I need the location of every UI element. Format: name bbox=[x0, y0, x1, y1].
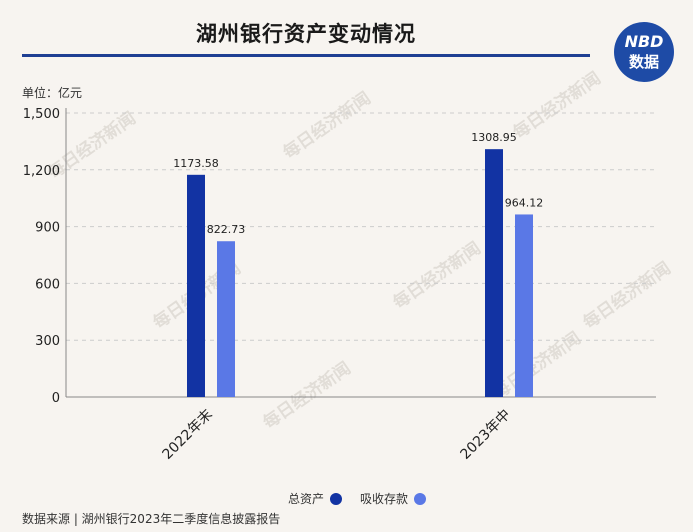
y-tick-label: 300 bbox=[35, 334, 60, 349]
nbd-logo: NBD 数据 bbox=[614, 22, 674, 82]
legend-label-total-assets: 总资产 bbox=[288, 492, 325, 506]
y-tick-label: 1,500 bbox=[23, 107, 60, 122]
watermark-text: 每日经济新闻 bbox=[579, 258, 675, 334]
logo-text-top: NBD bbox=[624, 32, 664, 51]
y-tick-label: 0 bbox=[52, 391, 60, 406]
data-label: 964.12 bbox=[505, 196, 544, 209]
y-tick-label: 900 bbox=[35, 221, 60, 236]
x-tick-label: 2022年末 bbox=[160, 407, 216, 463]
legend-item-total-assets: 总资产 bbox=[288, 490, 343, 507]
bar-deposits bbox=[515, 214, 533, 397]
legend-label-deposits: 吸收存款 bbox=[360, 492, 409, 506]
data-source: 数据来源 | 湖州银行2023年二季度信息披露报告 bbox=[22, 512, 281, 526]
watermark-text: 每日经济新闻 bbox=[509, 68, 605, 144]
data-label: 822.73 bbox=[207, 223, 246, 236]
legend: 总资产 吸收存款 bbox=[288, 490, 438, 507]
legend-swatch-deposits bbox=[414, 492, 427, 505]
watermark-text: 每日经济新闻 bbox=[279, 88, 375, 164]
y-tick-label: 600 bbox=[35, 277, 60, 292]
watermark-text: 每日经济新闻 bbox=[489, 328, 585, 404]
data-label: 1308.95 bbox=[471, 131, 517, 144]
data-label: 1173.58 bbox=[173, 157, 219, 170]
title-underline bbox=[22, 54, 590, 57]
bar-total-assets bbox=[485, 149, 503, 397]
legend-swatch-total-assets bbox=[330, 492, 343, 505]
watermark-text: 每日经济新闻 bbox=[389, 238, 485, 314]
chart-title: 湖州银行资产变动情况 bbox=[196, 22, 416, 46]
x-tick-label: 2023年中 bbox=[458, 407, 514, 463]
y-tick-label: 1,200 bbox=[23, 164, 60, 179]
logo-text-bottom: 数据 bbox=[628, 53, 659, 71]
bar-deposits bbox=[217, 241, 235, 397]
bar-total-assets bbox=[187, 174, 205, 397]
unit-label: 单位：亿元 bbox=[22, 86, 83, 100]
watermark-text: 每日经济新闻 bbox=[259, 358, 355, 434]
legend-item-deposits: 吸收存款 bbox=[360, 490, 427, 507]
